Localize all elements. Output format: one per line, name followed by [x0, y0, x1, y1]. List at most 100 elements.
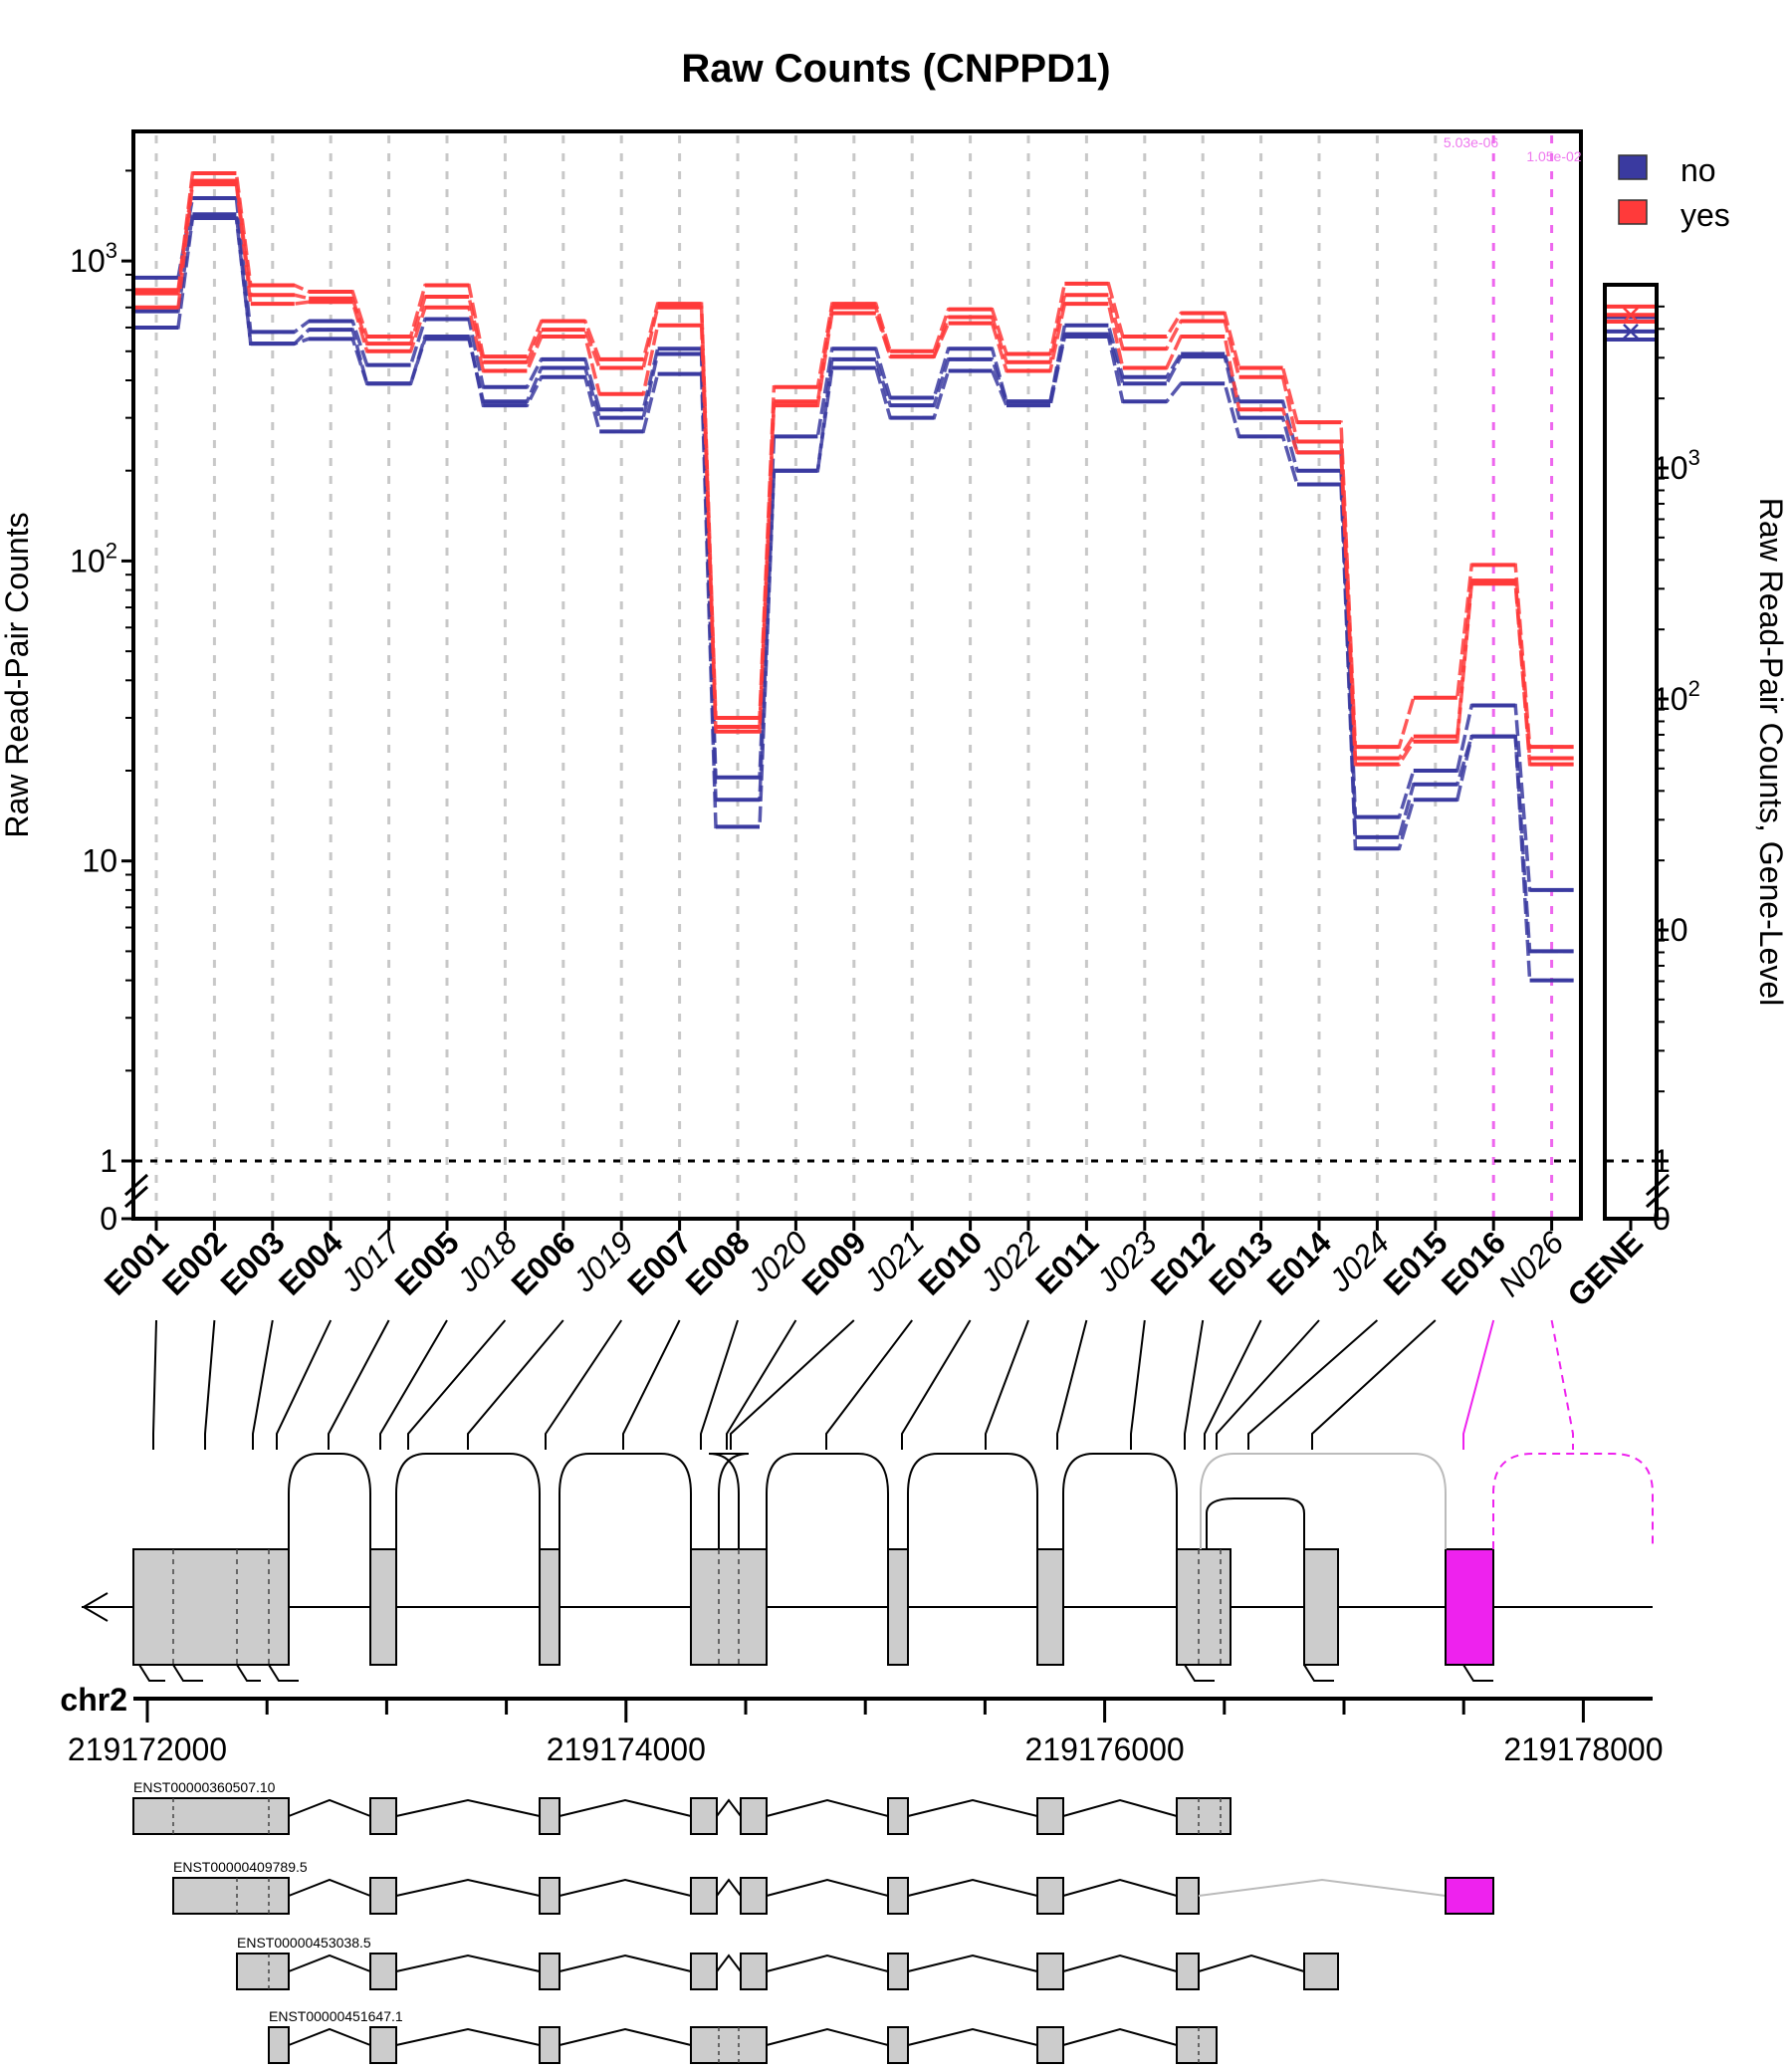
- transcript-intron: [395, 2027, 541, 2046]
- feature-connector: [467, 1319, 564, 1450]
- transcript-exon: [369, 1797, 397, 1835]
- y-tick-label: 102: [70, 538, 117, 578]
- strand-arrow-icon: [82, 1592, 109, 1622]
- feature-label-J024: J024: [1321, 1224, 1396, 1298]
- feature-connector: [1247, 1319, 1379, 1450]
- feature-connector: [622, 1319, 681, 1450]
- feature-connector: [152, 1319, 157, 1450]
- feature-label-J023: J023: [1089, 1224, 1164, 1298]
- feature-label-E006: E006: [504, 1224, 581, 1301]
- exon-hook: [138, 1664, 165, 1682]
- feature-connector: [545, 1319, 623, 1450]
- feature-label-E010: E010: [911, 1224, 989, 1301]
- feature-label-J022: J022: [973, 1224, 1047, 1298]
- novel-junction-arc: [1492, 1453, 1654, 1549]
- transcript-exon: [887, 1953, 909, 1990]
- transcript-label: ENST00000451647.1: [269, 2008, 403, 2024]
- feature-connector: [204, 1319, 216, 1450]
- transcript-intron: [716, 1798, 742, 1817]
- transcript-intron: [1062, 1798, 1178, 1817]
- y-tick-label: 1: [100, 1143, 117, 1179]
- junction-arc: [395, 1453, 541, 1549]
- feature-label-E005: E005: [388, 1224, 466, 1301]
- gene-label: GENE: [1560, 1224, 1650, 1313]
- y-right-tick-label: 10: [1653, 912, 1688, 948]
- feature-label-E002: E002: [155, 1224, 233, 1301]
- transcript-intron: [288, 1878, 371, 1897]
- chromosome-label: chr2: [60, 1682, 127, 1718]
- junction-arc: [1062, 1453, 1178, 1549]
- y-axis-label: Raw Read-Pair Counts: [0, 512, 35, 837]
- feature-connector: [379, 1319, 448, 1450]
- transcript-intron: [1198, 1954, 1305, 1972]
- feature-connector: [407, 1319, 507, 1450]
- exon-hook: [1462, 1664, 1493, 1682]
- transcript-exon: [1176, 1797, 1232, 1835]
- pvalue-annotations: 5.03e-06 1.05e-02: [1444, 134, 1582, 164]
- transcript-exon: [539, 2026, 560, 2064]
- transcript-intron: [766, 1798, 889, 1817]
- transcript-intron-unused: [1198, 1878, 1447, 1897]
- transcript-intron: [907, 1798, 1038, 1817]
- transcript-exon: [740, 1797, 768, 1835]
- transcript-intron: [395, 1878, 541, 1897]
- feature-label-E012: E012: [1144, 1224, 1222, 1301]
- feature-connector: [1204, 1319, 1262, 1450]
- feature-label-J019: J019: [565, 1224, 640, 1298]
- transcript-intron: [1062, 1954, 1178, 1972]
- transcript-intron: [288, 1798, 371, 1817]
- gene-axis-break-mark: [1645, 1173, 1671, 1209]
- transcript-exon: [740, 1877, 768, 1915]
- transcript-intron: [1062, 1878, 1178, 1897]
- y-right-tick-label: 0: [1653, 1201, 1671, 1237]
- junction-arc-unused: [1200, 1453, 1447, 1549]
- y-axis-left: 0 1 10 102 103: [70, 169, 149, 1237]
- exon-block: [1176, 1548, 1232, 1666]
- transcript-exon: [172, 1877, 290, 1915]
- feature-connector: [1462, 1319, 1495, 1450]
- exon-block-highlight: [1445, 1548, 1494, 1666]
- main-plot-frame: [131, 129, 1583, 1221]
- feature-connector: [730, 1319, 855, 1450]
- transcript-exon: [1036, 1797, 1064, 1835]
- junction-arc: [559, 1453, 692, 1549]
- transcript-intron: [288, 1954, 371, 1972]
- exon-hook: [1184, 1664, 1215, 1682]
- transcript-intron: [766, 1878, 889, 1897]
- y-tick-label: 0: [100, 1201, 117, 1237]
- transcript-exon: [690, 1877, 718, 1915]
- feature-connector: [1311, 1319, 1437, 1450]
- transcript-intron: [288, 2027, 371, 2046]
- feature-label-J020: J020: [740, 1224, 814, 1298]
- feature-connector: [825, 1319, 913, 1450]
- legend-label-no: no: [1680, 152, 1716, 188]
- exon-block: [132, 1548, 290, 1666]
- feature-connector: [276, 1319, 333, 1450]
- junction-arc: [907, 1453, 1038, 1549]
- transcript-exon: [1303, 1953, 1339, 1990]
- exon-block: [539, 1548, 560, 1666]
- feature-label-N026: N026: [1491, 1224, 1571, 1303]
- transcript-exon: [1176, 1877, 1200, 1915]
- gene-mean-marker-yes: [1623, 307, 1639, 324]
- transcript-exon: [369, 1953, 397, 1990]
- transcript-intron: [1062, 2027, 1178, 2046]
- transcript-intron: [395, 1954, 541, 1972]
- gene-layer: [1607, 304, 1655, 342]
- feature-label-E007: E007: [620, 1224, 698, 1301]
- coordinate-axis: chr2 219172000 219174000 219176000 219178000: [60, 1682, 1663, 1767]
- feature-connector: [328, 1319, 390, 1450]
- legend-swatch-no: [1618, 154, 1648, 180]
- transcript-intron: [907, 1954, 1038, 1972]
- feature-label-J021: J021: [856, 1224, 931, 1298]
- transcript-exon: [690, 1797, 718, 1835]
- transcript-intron: [907, 1878, 1038, 1897]
- exon-hook: [268, 1664, 299, 1682]
- feature-label-E013: E013: [1202, 1224, 1279, 1301]
- junction-arc: [708, 1453, 750, 1549]
- feature-connector: [252, 1319, 274, 1450]
- transcript-intron: [907, 2027, 1038, 2046]
- coordinate-tick-label: 219178000: [1503, 1731, 1663, 1767]
- feature-label-E014: E014: [1260, 1224, 1338, 1301]
